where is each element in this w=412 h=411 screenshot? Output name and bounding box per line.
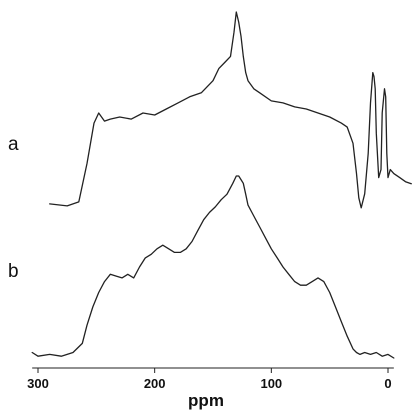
panel-label-b: b (8, 261, 19, 282)
panel-label-a: a (8, 134, 19, 155)
spectrum-a-trace (49, 11, 412, 209)
x-axis-title: ppm (188, 391, 224, 410)
spectrum-b-trace (31, 175, 395, 359)
x-tick-label-0: 0 (384, 376, 391, 391)
x-tick-label-200: 200 (144, 376, 166, 391)
x-axis-ticks: 300 200 100 0 (27, 368, 392, 391)
x-tick-label-100: 100 (260, 376, 282, 391)
x-tick-label-300: 300 (27, 376, 49, 391)
